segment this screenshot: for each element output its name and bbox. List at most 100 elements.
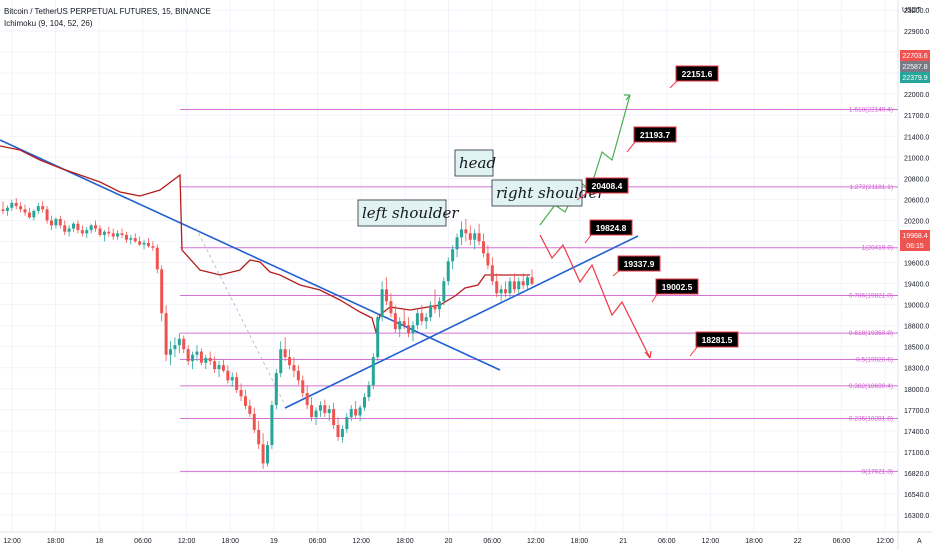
fib-level-label: 0.382(18690.4) xyxy=(849,383,893,390)
candle xyxy=(129,234,133,245)
candle-body xyxy=(517,281,521,290)
candle xyxy=(199,348,203,366)
x-tick-label: 12:00 xyxy=(352,538,370,545)
x-tick-label: 12:00 xyxy=(178,538,196,545)
fib-level-label: 1.618(22149.4) xyxy=(849,107,893,114)
y-tick-label: 17100.0 xyxy=(904,450,929,457)
neckline-trend-line xyxy=(284,235,639,409)
candle xyxy=(420,305,424,326)
candle xyxy=(345,413,349,434)
callout-pointer xyxy=(626,140,637,153)
candle xyxy=(72,222,76,232)
candle xyxy=(111,228,115,240)
callout-box xyxy=(675,65,719,82)
candle-body xyxy=(433,305,437,310)
callout-value: 21193.7 xyxy=(640,130,671,140)
candle-body xyxy=(1,209,5,211)
target-callout: 18281.5 xyxy=(689,331,739,357)
x-tick-label: 18:00 xyxy=(221,538,239,545)
candle-body xyxy=(32,210,36,218)
candle-body xyxy=(486,253,490,266)
candle-body xyxy=(45,209,49,221)
candle xyxy=(504,281,508,298)
candle-body xyxy=(358,407,362,416)
symbol-title[interactable]: Bitcoin / TetherUS PERPETUAL FUTURES, 15… xyxy=(4,7,211,16)
candle-body xyxy=(490,265,494,282)
candle xyxy=(36,202,40,215)
candle xyxy=(177,333,181,354)
candle-body xyxy=(160,269,164,314)
y-tick-label: 20600.0 xyxy=(904,197,929,204)
candle-body xyxy=(451,249,455,262)
candle-body xyxy=(274,373,278,406)
candle xyxy=(310,397,314,422)
candle xyxy=(314,407,318,426)
candle-body xyxy=(169,349,173,355)
candle-body xyxy=(217,365,221,370)
candle-body xyxy=(235,377,239,390)
candle xyxy=(54,217,58,229)
candle xyxy=(204,354,208,370)
y-tick-label: 21000.0 xyxy=(904,155,929,162)
candle xyxy=(398,317,402,338)
annotation-text: head xyxy=(459,154,496,172)
candle xyxy=(459,221,463,246)
candle-body xyxy=(151,246,155,248)
candle xyxy=(124,231,128,243)
candle xyxy=(305,385,309,410)
candle-body xyxy=(385,289,389,302)
target-callout: 22151.6 xyxy=(669,65,719,89)
candle xyxy=(473,229,477,250)
candle-body xyxy=(437,301,441,310)
candle-body xyxy=(482,241,486,254)
candle-body xyxy=(340,429,344,438)
x-tick-label: 06:00 xyxy=(658,538,676,545)
y-tick-label: 19000.0 xyxy=(904,303,929,310)
candle xyxy=(288,349,292,370)
candle-body xyxy=(146,242,150,247)
candle xyxy=(80,225,84,237)
candle xyxy=(169,341,173,366)
x-tick-label: 18:00 xyxy=(47,538,65,545)
indicator-label[interactable]: Ichimoku (9, 104, 52, 26) xyxy=(4,19,93,28)
candle xyxy=(301,375,305,398)
callout-box xyxy=(695,331,739,348)
candle-body xyxy=(504,289,508,294)
fib-level-label: 0.786(19821.0) xyxy=(849,293,893,300)
candle xyxy=(385,277,389,306)
candle xyxy=(221,359,225,373)
annotation-box xyxy=(357,199,447,227)
auto-scale-label: A xyxy=(917,538,922,545)
candle xyxy=(85,226,89,239)
candle-body xyxy=(63,225,67,232)
candle xyxy=(182,335,186,354)
candle xyxy=(442,277,446,306)
y-tick-label: 21400.0 xyxy=(904,134,929,141)
bearish-projection-path xyxy=(539,234,651,359)
y-tick-label: 18000.0 xyxy=(904,387,929,394)
candle xyxy=(266,441,269,467)
candle-body xyxy=(27,212,31,218)
candle-body xyxy=(508,281,512,294)
y-tick-label: 19400.0 xyxy=(904,282,929,289)
candle-body xyxy=(54,218,58,226)
candle xyxy=(195,345,199,362)
candle-body xyxy=(94,225,98,229)
candle-body xyxy=(252,413,256,430)
y-tick-label: 18800.0 xyxy=(904,324,929,331)
candle xyxy=(213,356,217,374)
candle xyxy=(486,245,490,270)
candle xyxy=(10,199,14,211)
candle xyxy=(173,337,177,358)
candle xyxy=(508,277,512,298)
candle xyxy=(526,274,530,290)
price-tag-value: 19968.4 xyxy=(902,233,927,240)
target-callout: 19337.9 xyxy=(612,255,661,277)
candle xyxy=(323,399,327,418)
x-tick-label: 18:00 xyxy=(745,538,763,545)
candle-body xyxy=(292,365,296,371)
candle xyxy=(116,230,120,240)
candle-body xyxy=(138,241,142,245)
